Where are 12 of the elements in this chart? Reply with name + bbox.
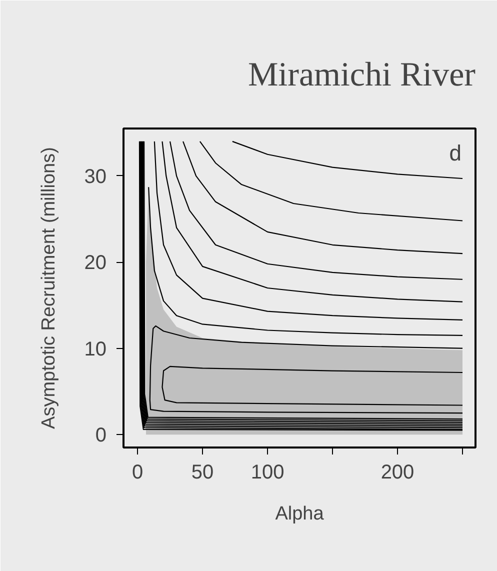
y-tick-label: 20 xyxy=(84,252,107,274)
x-tick-label: 50 xyxy=(191,462,214,484)
chart-title: Miramichi River xyxy=(248,56,476,94)
x-tick-label: 0 xyxy=(132,462,144,484)
y-tick-label: 10 xyxy=(84,338,107,360)
x-tick-label: 200 xyxy=(380,462,414,484)
x-tick-label: 100 xyxy=(250,462,284,484)
x-axis-title: Alpha xyxy=(275,504,324,524)
y-axis-title: Asymptotic Recruitment (millions) xyxy=(38,147,60,429)
y-tick-label: 0 xyxy=(95,424,106,447)
annotation: d xyxy=(449,140,462,166)
y-tick-label: 30 xyxy=(84,166,107,188)
